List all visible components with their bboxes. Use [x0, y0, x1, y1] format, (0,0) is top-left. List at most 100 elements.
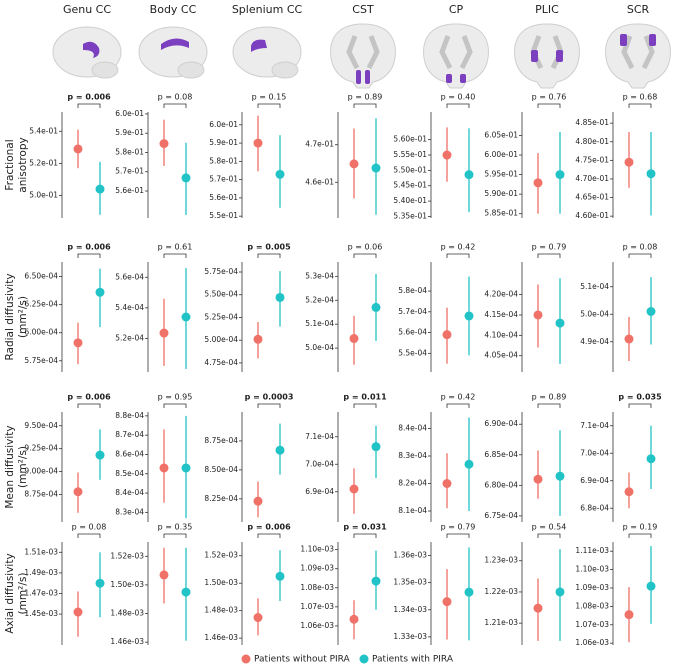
- y-tick-label: 5.95e-01: [484, 170, 518, 179]
- y-tick-label: 5.75e-04: [204, 267, 238, 276]
- column-title: CST: [352, 3, 374, 16]
- y-tick-label: 6.9e-04: [305, 487, 334, 496]
- mean-point: [159, 139, 169, 149]
- significance-bracket: [446, 403, 470, 408]
- significance-bracket: [628, 403, 652, 408]
- y-tick-label: 4.20e-04: [484, 290, 518, 299]
- p-value: p = 0.19: [623, 523, 658, 532]
- mean-point: [73, 338, 83, 348]
- column-title: Genu CC: [63, 3, 111, 16]
- significance-bracket: [163, 103, 187, 108]
- y-tick-label: 8.6e-04: [115, 449, 144, 458]
- y-tick-label: 5.6e-04: [398, 328, 427, 337]
- y-tick-label: 5.1e-04: [305, 319, 334, 328]
- y-tick-label: 1.49e-03: [24, 568, 58, 577]
- row-label: anisotropy: [17, 137, 29, 192]
- y-tick-label: 1.09e-03: [300, 564, 334, 573]
- y-tick-label: 6.90e-04: [484, 419, 518, 428]
- ventricle: [346, 35, 380, 70]
- y-tick-label: 8.75e-04: [204, 436, 238, 445]
- y-tick-label: 6.00e-01: [484, 150, 518, 159]
- y-tick-label: 5.90e-01: [484, 189, 518, 198]
- y-tick-label: 1.35e-03: [393, 578, 427, 587]
- y-tick-label: 1.21e-03: [484, 618, 518, 627]
- brain-shape: [514, 23, 580, 89]
- mean-point: [275, 292, 285, 302]
- mean-point: [275, 445, 285, 455]
- p-value: p = 0.76: [532, 93, 567, 102]
- y-tick-label: 4.9e-04: [580, 337, 609, 346]
- tract-highlight: [620, 34, 627, 46]
- significance-bracket: [537, 403, 561, 408]
- brain-icon: [423, 23, 489, 89]
- brain-shape: [423, 23, 489, 89]
- column-title: Body CC: [150, 3, 197, 16]
- y-tick-label: 5.5e-04: [398, 348, 427, 357]
- y-tick-label: 6.00e-04: [24, 328, 58, 337]
- significance-bracket: [77, 533, 101, 538]
- y-tick-label: 8.3e-04: [398, 451, 427, 460]
- significance-bracket: [257, 103, 281, 108]
- mean-point: [555, 318, 565, 328]
- significance-bracket: [77, 403, 101, 408]
- y-tick-label: 5.0e-04: [305, 343, 334, 352]
- y-tick-label: 1.52e-03: [204, 551, 238, 560]
- column-title: SCR: [627, 3, 650, 16]
- row-label: Fractional: [4, 139, 16, 190]
- significance-bracket: [257, 533, 281, 538]
- y-tick-label: 4.6e-01: [305, 177, 334, 186]
- y-tick-label: 6.0e-01: [115, 109, 144, 118]
- y-tick-label: 1.51e-03: [24, 547, 58, 556]
- mean-point: [349, 334, 359, 344]
- y-tick-label: 6.25e-04: [24, 300, 58, 309]
- y-tick-label: 1.10e-03: [575, 565, 609, 574]
- column-title: Splenium CC: [232, 3, 303, 16]
- tract-highlight: [83, 41, 100, 58]
- p-value: p = 0.61: [158, 243, 193, 252]
- mean-point: [624, 157, 634, 167]
- y-tick-label: 8.75e-04: [24, 490, 58, 499]
- y-tick-label: 5.9e-01: [209, 138, 238, 147]
- p-value: p = 0.54: [532, 523, 567, 532]
- y-tick-label: 7.1e-04: [580, 421, 609, 430]
- mean-point: [371, 302, 381, 312]
- y-tick-label: 7.0e-04: [305, 459, 334, 468]
- y-tick-label: 1.34e-03: [393, 605, 427, 614]
- y-tick-label: 8.4e-04: [115, 488, 144, 497]
- mean-point: [181, 463, 191, 473]
- brain-icon: [232, 26, 302, 79]
- p-value: p = 0.35: [158, 523, 193, 532]
- p-value: p = 0.40: [441, 93, 476, 102]
- y-tick-label: 1.07e-03: [300, 602, 334, 611]
- y-tick-label: 5.6e-01: [209, 193, 238, 202]
- y-tick-label: 5.35e-01: [393, 211, 427, 220]
- y-tick-label: 5.4e-04: [115, 303, 144, 312]
- significance-bracket: [77, 253, 101, 258]
- y-tick-label: 6.0e-01: [209, 120, 238, 129]
- mean-point: [349, 159, 359, 169]
- column-title: CP: [449, 3, 464, 16]
- mean-point: [624, 487, 634, 497]
- p-value: p = 0.79: [532, 243, 567, 252]
- y-tick-label: 5.5e-01: [209, 211, 238, 220]
- p-value: p = 0.89: [532, 393, 567, 402]
- y-tick-label: 1.23e-03: [484, 556, 518, 565]
- significance-bracket: [257, 253, 281, 258]
- significance-bracket: [163, 403, 187, 408]
- mean-point: [275, 571, 285, 581]
- y-tick-label: 5.7e-01: [115, 167, 144, 176]
- mean-point: [349, 484, 359, 494]
- mean-point: [73, 607, 83, 617]
- p-value: p = 0.0003: [245, 393, 294, 402]
- y-tick-label: 9.00e-04: [24, 467, 58, 476]
- p-value: p = 0.79: [441, 523, 476, 532]
- y-tick-label: 5.45e-01: [393, 181, 427, 190]
- brain-icon: [605, 23, 671, 89]
- y-tick-label: 5.7e-04: [398, 307, 427, 316]
- significance-bracket: [163, 253, 187, 258]
- p-value: p = 0.035: [618, 393, 662, 402]
- row-label: Radial diffusivity: [4, 273, 16, 360]
- y-tick-label: 5.1e-04: [580, 282, 609, 291]
- row-label: (mm²/s): [17, 296, 29, 338]
- significance-bracket: [537, 253, 561, 258]
